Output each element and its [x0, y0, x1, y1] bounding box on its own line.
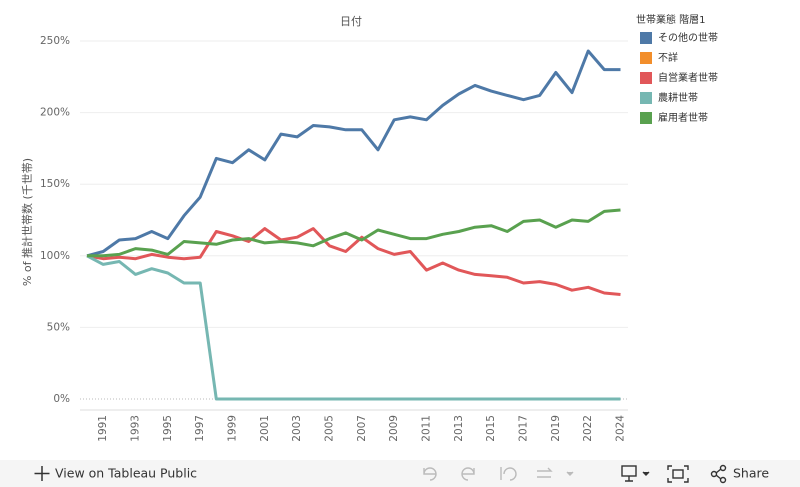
- series-line: [86, 49, 621, 258]
- legend-label: 雇用者世帯: [658, 111, 708, 124]
- x-tick-label: 1999: [227, 415, 239, 442]
- legend-swatch: [640, 92, 652, 104]
- x-tick-label: 1993: [130, 415, 142, 442]
- x-tick-label: 2017: [518, 415, 530, 442]
- x-tick-label: 2003: [291, 415, 303, 442]
- y-tick-label: 0%: [53, 393, 70, 405]
- y-tick-label: 200%: [40, 107, 70, 119]
- x-tick-label: 1991: [97, 415, 109, 442]
- x-tick-label: 2007: [356, 415, 368, 442]
- legend-title: 世帯業態 階層1: [636, 13, 706, 26]
- legend-label: 農耕世帯: [658, 91, 698, 104]
- chart-title: 日付: [340, 15, 362, 28]
- toolbar-icons: [423, 467, 574, 481]
- toolbar-icons-active[interactable]: [621, 464, 727, 484]
- x-tick-label: 2011: [421, 415, 433, 442]
- y-tick-label: 100%: [40, 250, 70, 262]
- view-link[interactable]: View on Tableau Public: [55, 466, 197, 481]
- tableau-icon: [34, 466, 50, 481]
- legend-label: 自営業者世帯: [658, 71, 718, 84]
- series-line: [86, 227, 621, 296]
- y-tick-label: 150%: [40, 178, 70, 190]
- series-line: [87, 208, 621, 258]
- x-tick-label: 2009: [388, 415, 400, 442]
- x-tick-label: 1997: [194, 415, 206, 442]
- legend-swatch: [640, 32, 652, 44]
- x-tick-label: 2019: [550, 415, 562, 442]
- plot: 0% 50% 100% 150% 200% 250% 1991 1993 1995 1997 199…: [40, 35, 628, 442]
- legend-swatch: [640, 112, 652, 124]
- y-tick-label: 50%: [47, 321, 70, 333]
- x-tick-label: 2001: [259, 415, 271, 442]
- toolbar: [0, 460, 800, 487]
- legend-label: 不詳: [658, 51, 678, 64]
- legend-label: その他の世帯: [658, 31, 718, 44]
- x-tick-label: 2013: [453, 415, 465, 442]
- y-tick-label: 250%: [40, 35, 70, 47]
- x-tick-label: 2024: [615, 415, 627, 442]
- y-axis-title: % of 推計世帯数 (千世帯): [20, 158, 34, 286]
- series-line: [86, 254, 621, 401]
- legend-swatch: [640, 52, 652, 64]
- legend-swatch: [640, 72, 652, 84]
- x-tick-label: 2005: [324, 415, 336, 442]
- x-tick-label: 1995: [162, 415, 174, 442]
- share-button[interactable]: Share: [733, 466, 769, 481]
- x-tick-label: 2022: [582, 415, 594, 442]
- x-tick-label: 2015: [485, 415, 497, 442]
